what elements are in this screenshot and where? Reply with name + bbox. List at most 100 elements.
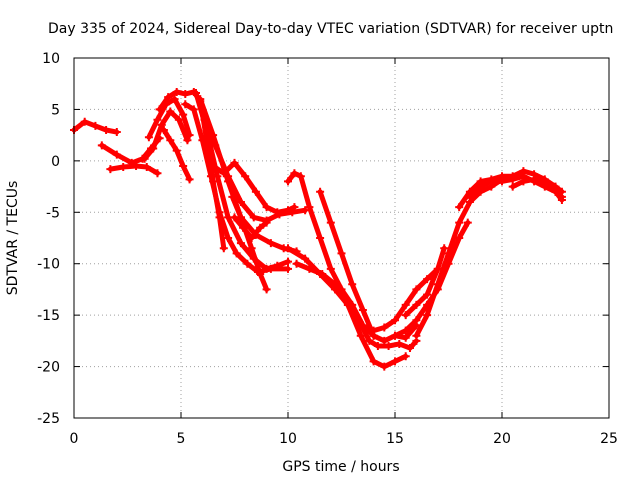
data-point (166, 107, 175, 116)
data-point (172, 87, 181, 96)
data-point (433, 264, 442, 273)
data-point (530, 175, 539, 184)
data-point (508, 175, 517, 184)
data-point (241, 172, 250, 181)
series-satellite-track-6 (159, 126, 194, 184)
series-satellite-track-8 (181, 100, 292, 276)
data-point (343, 300, 352, 309)
series-group (70, 87, 566, 371)
data-point (262, 285, 271, 294)
data-point (262, 203, 271, 212)
data-point (423, 275, 432, 284)
x-tick-label: 5 (177, 431, 186, 447)
data-point (401, 326, 410, 335)
series-line (317, 189, 377, 339)
data-point (219, 169, 228, 178)
data-point (331, 280, 340, 289)
y-tick-label: -20 (37, 360, 60, 376)
series-satellite-track-3 (106, 162, 162, 178)
data-point (463, 218, 472, 227)
series-satellite-track-21 (401, 244, 449, 320)
data-point (290, 169, 299, 178)
data-point (172, 146, 181, 155)
data-point (181, 90, 190, 98)
data-point (149, 144, 158, 153)
data-point (273, 261, 282, 270)
data-point (224, 172, 233, 181)
data-point (153, 115, 162, 124)
data-point (326, 264, 335, 273)
data-point (155, 105, 164, 114)
data-point (476, 182, 485, 191)
data-point (249, 213, 258, 222)
data-point (433, 280, 442, 289)
data-point (106, 165, 115, 174)
data-point (391, 331, 399, 340)
data-point (236, 198, 245, 206)
data-point (305, 203, 314, 212)
data-point (236, 239, 245, 248)
data-point (391, 357, 399, 366)
data-point (401, 352, 410, 361)
data-point (142, 163, 151, 172)
data-point (170, 95, 179, 104)
data-point (423, 290, 432, 299)
data-point (465, 192, 474, 201)
data-point (256, 223, 265, 232)
series-line (142, 109, 190, 162)
data-point (200, 115, 209, 124)
data-point (166, 136, 175, 145)
series-satellite-track-18 (316, 187, 378, 340)
data-point (209, 162, 218, 170)
data-point (189, 105, 198, 114)
data-point (262, 264, 271, 273)
data-point (112, 150, 121, 159)
data-point (551, 187, 560, 196)
data-point (540, 179, 549, 188)
data-point (191, 88, 200, 97)
data-point (91, 121, 100, 130)
data-point (198, 136, 207, 145)
data-point (243, 259, 252, 268)
plot-frame (73, 57, 610, 419)
x-tick-label: 25 (600, 431, 618, 447)
data-point (224, 234, 233, 242)
data-point (292, 259, 301, 268)
grid (74, 58, 609, 418)
data-point (179, 110, 188, 119)
data-point (380, 323, 389, 332)
data-point (144, 133, 153, 142)
data-point (316, 234, 325, 242)
y-tick-label: -25 (37, 411, 60, 427)
data-point (112, 128, 121, 137)
data-point (215, 208, 224, 217)
y-tick-label: 10 (42, 51, 60, 67)
data-point (412, 300, 421, 309)
data-point (318, 270, 327, 278)
data-point (498, 177, 506, 186)
data-point (391, 316, 399, 325)
series-satellite-track-5 (144, 95, 194, 142)
y-tick-label: 0 (51, 154, 60, 170)
series-satellite-track-25 (508, 175, 566, 204)
data-point (181, 100, 190, 109)
data-point (455, 218, 464, 227)
data-point (132, 162, 141, 170)
data-point (358, 306, 367, 314)
data-point (373, 342, 382, 350)
data-point (455, 203, 464, 212)
data-point (348, 280, 357, 289)
data-point (157, 120, 166, 129)
data-point (153, 169, 162, 178)
data-point (174, 115, 183, 124)
axis-ticks: 0 5 10 15 20 25 10 5 0 -5 -10 -15 -20 -25 (37, 51, 618, 447)
chart-title: Day 335 of 2024, Sidereal Day-to-day VTE… (48, 21, 613, 37)
data-point (519, 177, 528, 186)
data-point (183, 136, 192, 145)
data-point (284, 244, 292, 253)
series-satellite-track-1 (70, 117, 121, 137)
data-point (305, 264, 314, 273)
data-point (401, 333, 410, 342)
data-point (219, 244, 228, 253)
